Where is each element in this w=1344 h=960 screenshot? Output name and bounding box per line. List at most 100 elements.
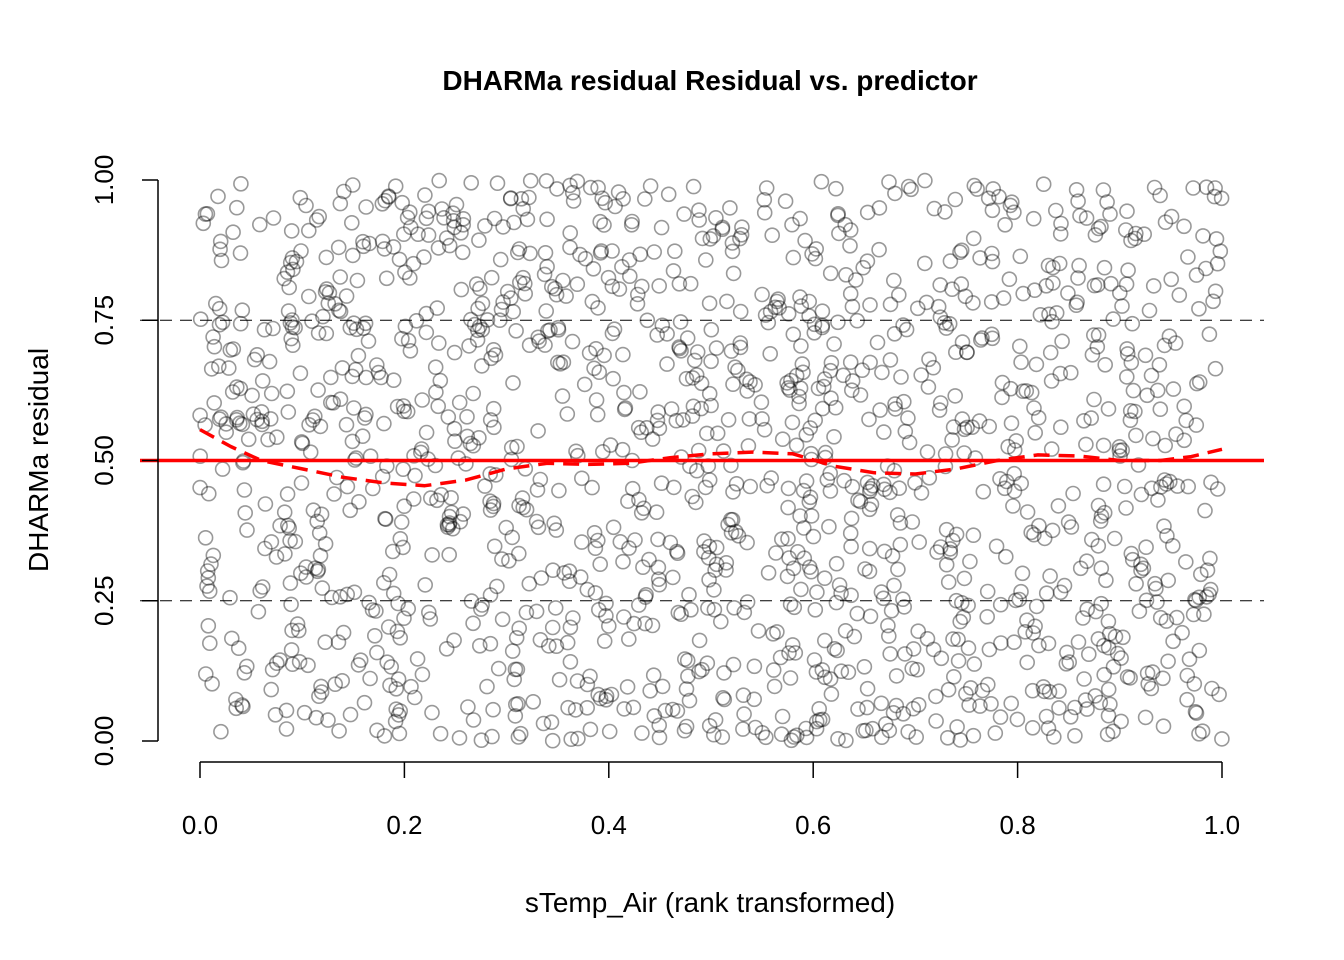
data-point: [1111, 442, 1128, 459]
data-point: [1072, 207, 1088, 224]
data-point: [344, 433, 361, 450]
data-point: [895, 317, 911, 333]
data-point: [1209, 255, 1226, 272]
data-point: [947, 344, 964, 361]
data-point: [1003, 194, 1020, 210]
data-point: [582, 721, 599, 738]
data-point: [528, 603, 545, 620]
data-point: [1038, 708, 1055, 725]
data-point: [257, 496, 274, 512]
data-point: [408, 312, 425, 329]
data-point: [701, 385, 718, 402]
data-point: [395, 398, 412, 414]
data-point: [629, 295, 646, 312]
data-point: [590, 179, 606, 196]
data-point: [254, 579, 271, 595]
data-point: [572, 246, 588, 263]
data-point: [1140, 676, 1156, 692]
data-point: [200, 617, 217, 634]
data-point: [559, 406, 576, 422]
data-point: [570, 730, 586, 747]
data-point: [1109, 645, 1126, 662]
data-point: [325, 394, 342, 411]
data-point: [246, 351, 263, 368]
data-point: [950, 631, 966, 648]
data-point: [873, 695, 890, 712]
data-point: [1024, 682, 1041, 699]
data-point: [418, 424, 435, 441]
data-point: [861, 563, 878, 580]
data-point: [981, 418, 998, 435]
data-point: [377, 511, 394, 528]
data-point: [847, 272, 864, 288]
data-point: [807, 412, 824, 429]
data-point: [508, 322, 524, 339]
data-point: [280, 303, 297, 319]
data-point: [317, 536, 334, 552]
data-point: [900, 178, 917, 195]
data-point: [276, 270, 293, 287]
data-point: [719, 293, 735, 310]
data-point: [1106, 530, 1123, 547]
data-point: [921, 351, 937, 368]
data-point: [707, 712, 724, 728]
data-point: [649, 327, 666, 343]
data-point: [1138, 539, 1154, 556]
data-point: [357, 315, 374, 332]
data-point: [708, 556, 725, 573]
data-point: [1013, 354, 1029, 371]
data-point: [310, 561, 327, 578]
data-point: [414, 666, 431, 683]
data-point: [691, 202, 707, 218]
data-point: [897, 646, 913, 662]
data-point: [747, 376, 763, 393]
data-point: [465, 385, 482, 402]
data-point: [284, 319, 301, 335]
data-point: [1087, 227, 1104, 243]
data-point: [962, 680, 979, 696]
data-point: [525, 693, 542, 710]
data-point: [1076, 412, 1092, 429]
data-point: [905, 700, 922, 717]
x-tick-label: 0.6: [795, 810, 831, 840]
data-point: [569, 673, 586, 689]
data-point: [798, 720, 814, 737]
data-point: [532, 471, 549, 488]
data-point: [237, 505, 253, 521]
data-point: [598, 607, 614, 624]
data-point: [688, 462, 705, 479]
data-point: [482, 587, 499, 603]
data-point: [1160, 653, 1176, 670]
data-point: [840, 664, 857, 681]
data-point: [863, 496, 880, 513]
data-point: [287, 319, 303, 336]
data-point: [519, 211, 536, 228]
data-point: [610, 184, 627, 200]
data-point: [958, 685, 974, 702]
data-point: [722, 200, 738, 216]
data-point: [794, 356, 811, 372]
data-point: [332, 303, 349, 320]
data-point: [871, 200, 888, 216]
data-point: [997, 217, 1013, 233]
data-point: [725, 656, 742, 673]
data-point: [684, 408, 701, 424]
y-tick-label: 0.00: [89, 716, 119, 767]
data-point: [684, 488, 701, 505]
data-point: [441, 546, 458, 563]
data-point: [836, 472, 852, 489]
data-point: [653, 475, 670, 492]
data-point: [881, 174, 897, 190]
data-point: [1099, 194, 1115, 210]
data-point: [335, 183, 352, 200]
data-point: [931, 402, 948, 418]
data-point: [597, 194, 614, 211]
data-point: [861, 483, 878, 500]
data-point: [1067, 699, 1083, 716]
data-point: [882, 352, 899, 368]
data-point: [344, 177, 361, 193]
data-point: [547, 280, 563, 297]
data-point: [678, 370, 695, 387]
data-point: [842, 285, 859, 302]
data-point: [960, 597, 976, 614]
